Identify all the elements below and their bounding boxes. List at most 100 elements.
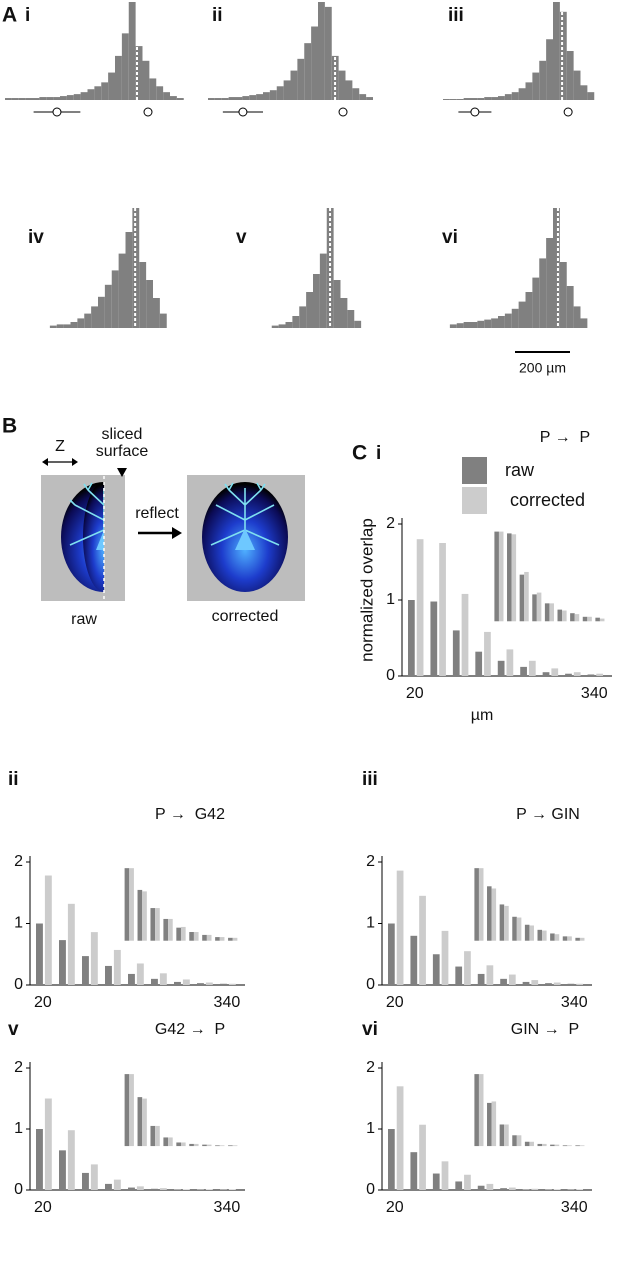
histogram-bar [263, 92, 270, 100]
y-tick-label: 0 [386, 667, 395, 684]
inset-bar [474, 868, 479, 941]
histogram-bar [306, 292, 313, 328]
bar [553, 1189, 561, 1190]
histogram-bar [121, 33, 129, 100]
bar [508, 974, 516, 985]
histogram-bar [104, 284, 112, 328]
bar [522, 981, 530, 985]
inset-bar [215, 937, 220, 941]
bar [441, 930, 449, 985]
x-axis-label: µm [471, 707, 494, 724]
inset-bar [516, 917, 522, 941]
bar [452, 630, 460, 676]
bar [531, 980, 539, 985]
inset-bar [595, 617, 600, 622]
histogram-bar [504, 94, 512, 100]
inset-bar [487, 886, 492, 941]
x-tick-label: 20 [34, 1199, 52, 1216]
inset-bar [228, 1145, 233, 1147]
y-tick-label: 1 [14, 1120, 23, 1137]
histogram-bar [208, 98, 215, 100]
bar [497, 660, 505, 676]
inset-bar [137, 889, 143, 941]
x-tick-label: 340 [214, 994, 241, 1011]
bar [396, 1086, 404, 1190]
inset-bar [574, 614, 580, 622]
x-tick-label: 340 [581, 685, 608, 702]
panel-label: iii [448, 5, 464, 26]
histogram-bar [108, 72, 115, 100]
bar [432, 1173, 440, 1190]
histogram-bar [135, 46, 143, 100]
inset-bar [504, 1124, 509, 1147]
panel-label: i [376, 443, 381, 464]
arrowhead [172, 527, 182, 539]
histogram-bar [559, 11, 567, 100]
histogram-bar [163, 92, 170, 100]
histogram-bar [456, 323, 464, 328]
histogram-bar [347, 310, 355, 328]
y-tick-label: 2 [366, 1059, 375, 1076]
inset-bar [202, 934, 207, 941]
inset-bar [228, 937, 233, 941]
inset-bar [176, 1142, 181, 1147]
inset-bar [524, 1141, 530, 1147]
histogram-bar [46, 97, 54, 100]
y-tick-label: 2 [366, 853, 375, 870]
inset-bar [487, 1102, 492, 1147]
bar [220, 1189, 227, 1190]
histogram-bar [11, 98, 19, 100]
inset-bar [542, 930, 547, 941]
bar [410, 1152, 418, 1190]
panel-label: ii [212, 5, 223, 26]
bar [182, 1189, 190, 1190]
panel-label: iv [28, 227, 44, 248]
inset-bar [206, 1144, 212, 1147]
scale-bar-label: 200 µm [519, 360, 566, 376]
inset-bar [575, 937, 580, 941]
bar [416, 539, 424, 676]
inset-bar [567, 1145, 572, 1147]
panel-label: vi [362, 1019, 378, 1040]
inset-bar [511, 534, 517, 622]
inset-bar [499, 904, 505, 941]
soma [235, 528, 255, 550]
bar [573, 672, 581, 676]
bar [545, 1189, 552, 1190]
bar [419, 1124, 426, 1190]
bar [522, 1189, 530, 1190]
inset-bar [491, 1101, 497, 1147]
histogram-bar [484, 97, 492, 100]
histogram-bar [456, 99, 464, 100]
bar [508, 1187, 516, 1190]
arrowhead [42, 458, 48, 466]
histogram-bar [63, 324, 71, 328]
inset-bar [150, 908, 156, 941]
bar [67, 1130, 75, 1190]
histogram-bar [324, 6, 332, 100]
arrowhead [72, 458, 78, 466]
inset-bar [142, 891, 147, 941]
histogram-bar [511, 308, 519, 328]
bar [565, 673, 572, 676]
marker [52, 107, 62, 117]
dendrites [210, 482, 280, 546]
inset-bar [202, 1144, 207, 1147]
z-label: Z [55, 438, 65, 455]
inset-bar [550, 1144, 555, 1147]
panel-label: i [25, 5, 30, 26]
bar [432, 954, 440, 985]
histogram-bar [366, 97, 373, 100]
inset-bar [542, 1143, 547, 1147]
bar [159, 973, 167, 985]
bar [576, 1189, 584, 1190]
inset-bar [537, 1143, 543, 1147]
histogram-bar [340, 298, 348, 328]
histogram-bar [53, 97, 60, 100]
bar [596, 673, 604, 676]
bar [220, 983, 227, 985]
bar [531, 1188, 539, 1190]
chart-title: G42 → P [155, 1021, 225, 1038]
histogram-bar [242, 96, 250, 100]
surface-label: sliced [102, 426, 143, 443]
